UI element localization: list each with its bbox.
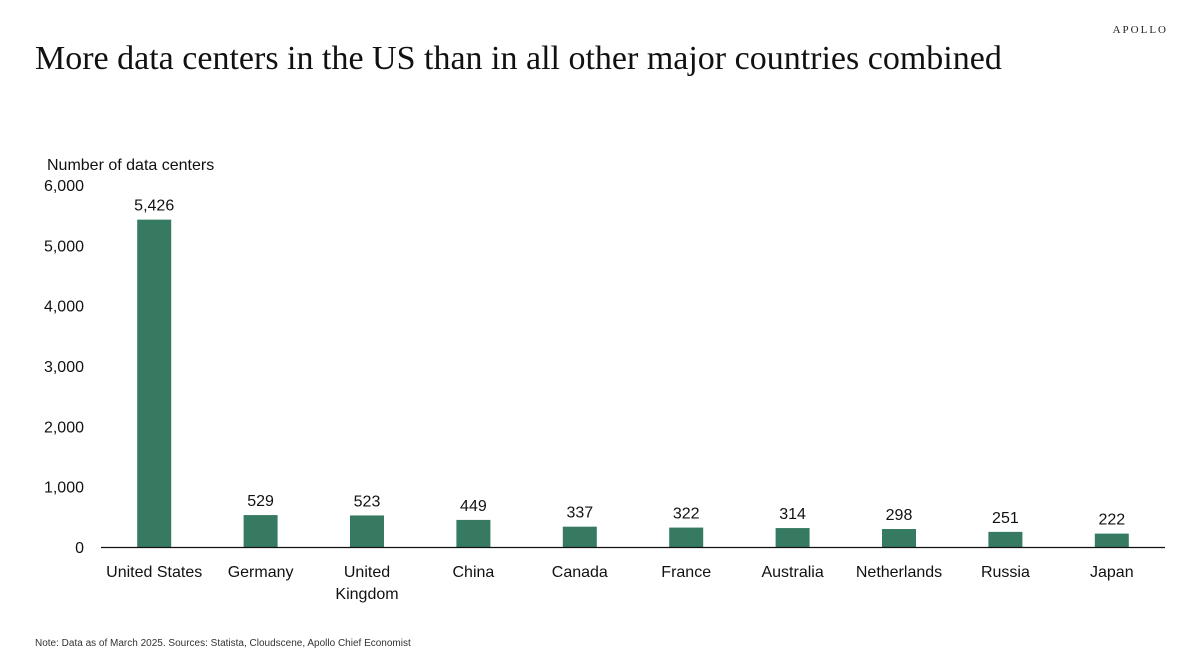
x-tick-label: France xyxy=(661,564,711,581)
x-tick-label: China xyxy=(452,564,494,581)
bar-value-label: 314 xyxy=(779,506,806,523)
x-tick-label: Netherlands xyxy=(856,564,942,581)
bar xyxy=(775,528,810,547)
bar xyxy=(1094,533,1129,547)
bar xyxy=(350,515,384,547)
brand-logo: APOLLO xyxy=(1112,24,1168,36)
y-axis-label: Number of data centers xyxy=(47,157,214,174)
x-tick-label: Germany xyxy=(228,564,294,581)
bar xyxy=(562,526,597,547)
bar xyxy=(882,529,916,547)
y-tick-label: 2,000 xyxy=(44,419,84,436)
chart-title: More data centers in the US than in all … xyxy=(35,40,1002,77)
bar-value-label: 529 xyxy=(247,493,274,510)
bar-value-label: 251 xyxy=(992,510,1019,527)
x-tick-label: Russia xyxy=(981,564,1030,581)
y-tick-label: 5,000 xyxy=(44,238,84,255)
bar-value-label: 322 xyxy=(673,506,700,523)
bar xyxy=(243,515,278,547)
x-tick-label: United States xyxy=(106,564,202,581)
bar-value-label: 337 xyxy=(566,505,593,522)
y-tick-label: 1,000 xyxy=(44,480,84,497)
source-note: Note: Data as of March 2025. Sources: St… xyxy=(35,638,411,649)
bar xyxy=(669,527,704,547)
x-tick-label: Japan xyxy=(1090,564,1134,581)
bar xyxy=(137,219,172,547)
value-labels-group: 5,426 529 523 449 337 322 314 298 251 222 xyxy=(134,198,1125,529)
x-axis-labels-group: United States Germany United Kingdom China Ca… xyxy=(106,564,1133,603)
x-tick-label: United Kingdom xyxy=(335,564,398,603)
x-tick-label: Australia xyxy=(761,564,823,581)
bar-value-label: 523 xyxy=(354,493,381,510)
y-tick-label: 3,000 xyxy=(44,359,84,376)
y-tick-label: 0 xyxy=(75,540,84,557)
bar-value-label: 222 xyxy=(1098,512,1125,529)
bar-value-label: 449 xyxy=(460,498,487,515)
x-tick-label: Canada xyxy=(552,564,608,581)
bar xyxy=(988,531,1023,547)
y-tick-label: 6,000 xyxy=(44,178,84,195)
bar-value-label: 5,426 xyxy=(134,198,174,215)
bar xyxy=(456,519,491,547)
y-tick-label: 4,000 xyxy=(44,299,84,316)
bar-value-label: 298 xyxy=(886,507,913,524)
y-axis-ticks: 0 1,000 2,000 3,000 4,000 5,000 6,000 xyxy=(44,178,84,557)
bars-group xyxy=(137,219,1129,547)
